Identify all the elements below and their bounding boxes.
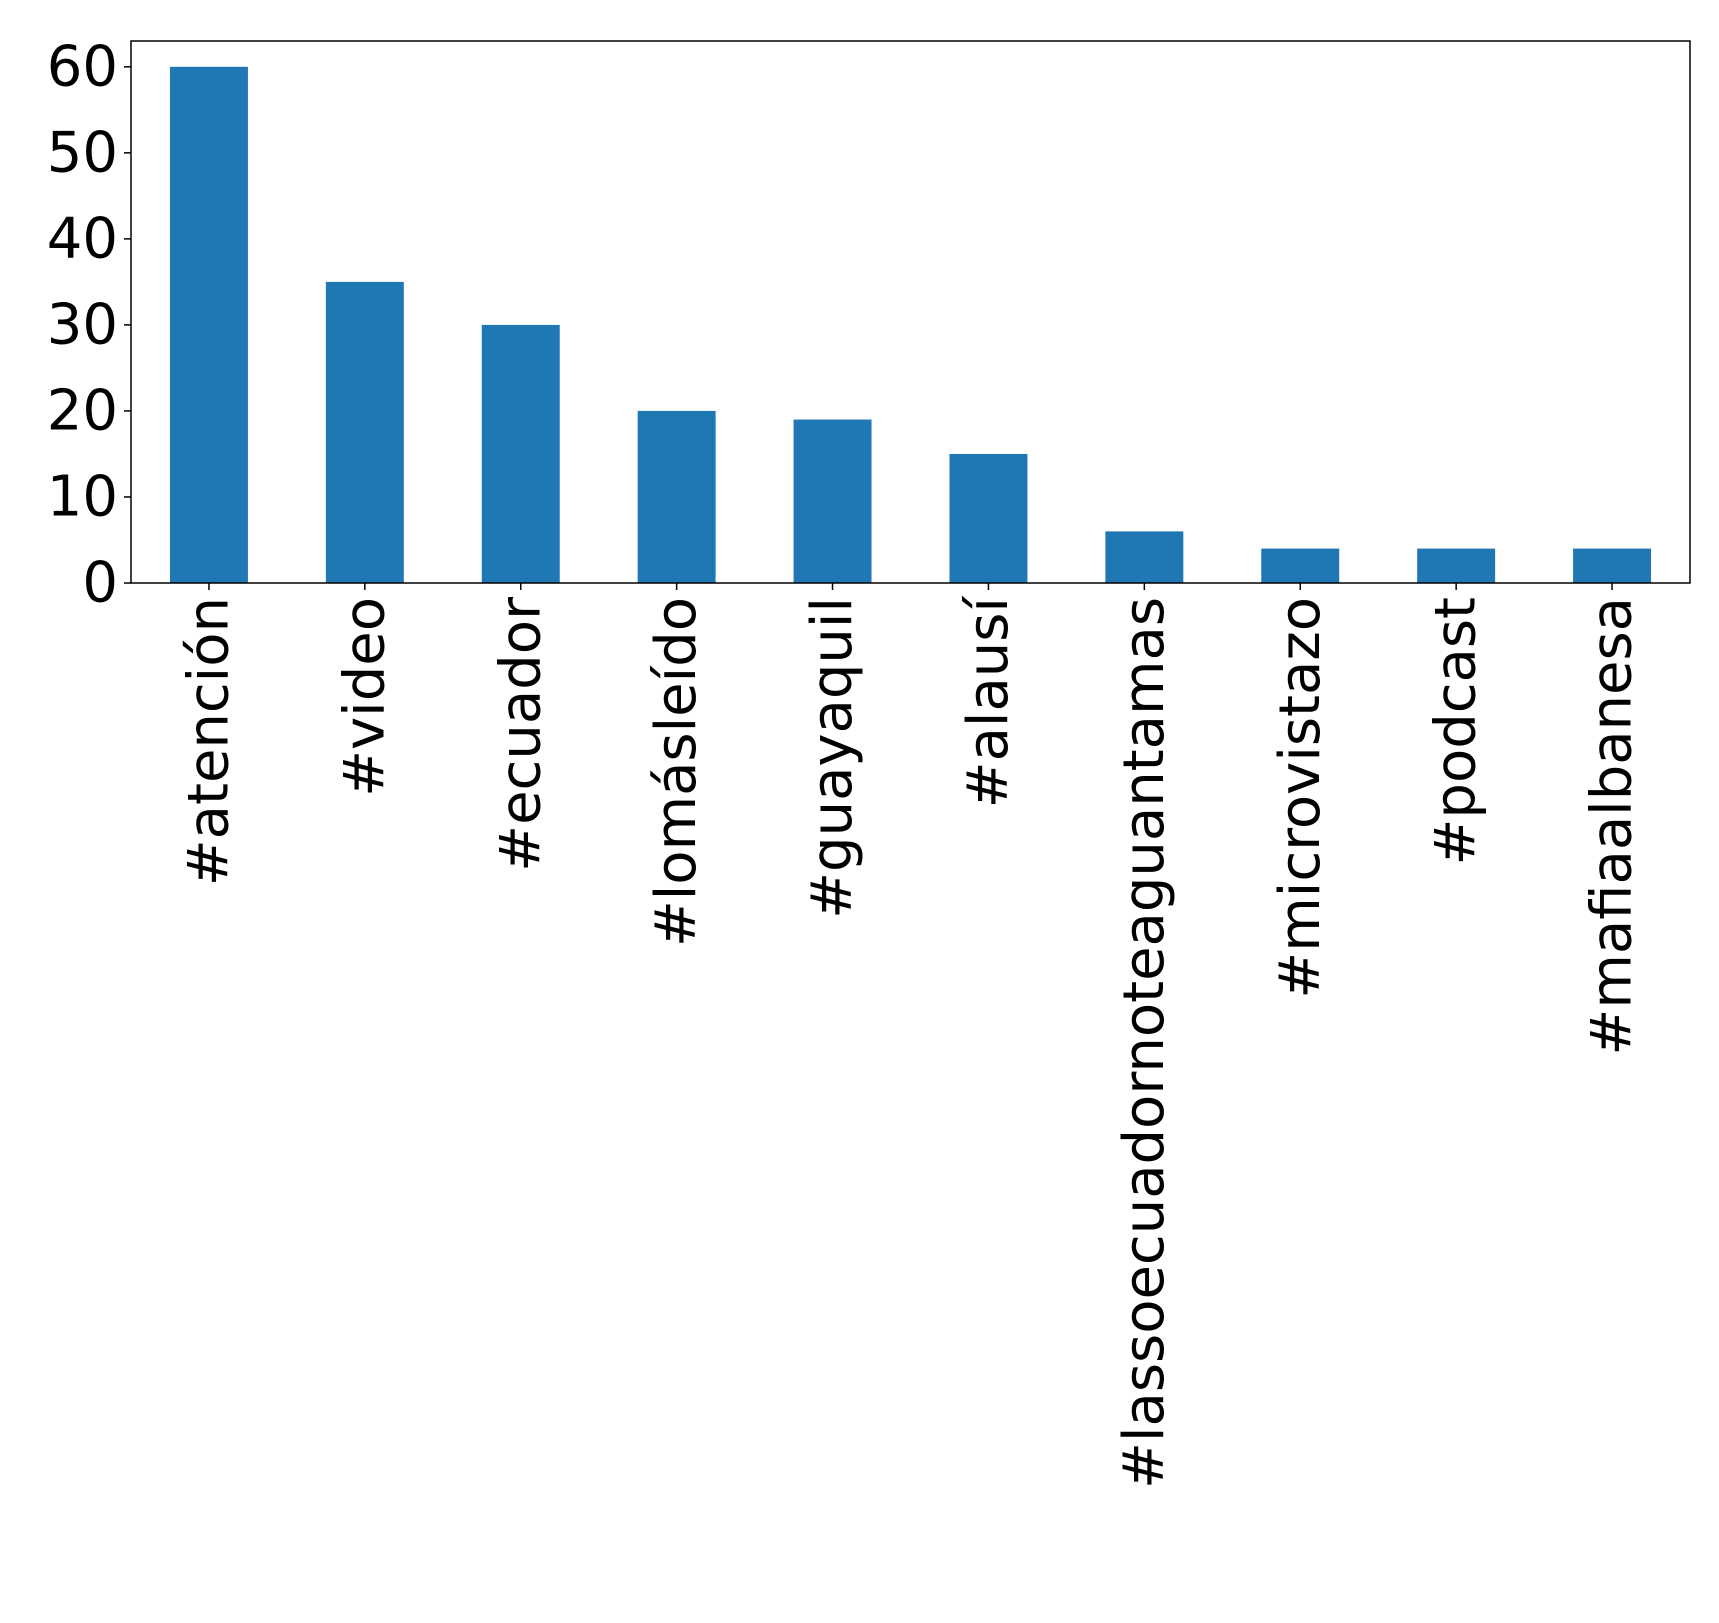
bar — [481, 324, 560, 583]
bars — [169, 66, 1652, 584]
y-tick-label: 40 — [47, 206, 118, 271]
x-tick-label: #lomásleído — [644, 597, 709, 947]
x-tick-label: #mafiaalbanesa — [1580, 597, 1645, 1056]
x-tick-label: #lassoecuadornoteaguantamas — [1112, 597, 1177, 1489]
bar — [1105, 531, 1184, 583]
bar — [1573, 548, 1652, 583]
x-tick-label: #video — [332, 597, 397, 797]
y-axis: 0 10 20 30 40 50 60 — [47, 34, 131, 616]
y-tick-label: 0 — [82, 551, 118, 616]
bar — [793, 419, 872, 583]
x-tick-label: #guayaquil — [800, 597, 865, 919]
y-tick-label: 50 — [47, 120, 118, 185]
plot-frame — [130, 40, 1691, 584]
x-tick-label: #alausí — [956, 595, 1021, 809]
bar — [1261, 548, 1340, 583]
bar — [637, 410, 716, 583]
y-tick-label: 20 — [47, 378, 118, 443]
x-tick-label: #microvistazo — [1268, 597, 1333, 999]
bar — [949, 453, 1028, 583]
y-tick-label: 60 — [47, 34, 118, 99]
x-tick-label: #ecuador — [488, 596, 553, 872]
x-tick-label: #atención — [176, 597, 241, 886]
bar — [1417, 548, 1496, 583]
x-tick-label: #podcast — [1424, 597, 1489, 866]
x-axis: #atención #video #ecuador #lomásleído #guaya… — [176, 583, 1645, 1489]
bar — [169, 66, 248, 584]
y-tick-label: 30 — [47, 292, 118, 357]
bar — [325, 281, 404, 583]
y-tick-label: 10 — [47, 464, 118, 529]
